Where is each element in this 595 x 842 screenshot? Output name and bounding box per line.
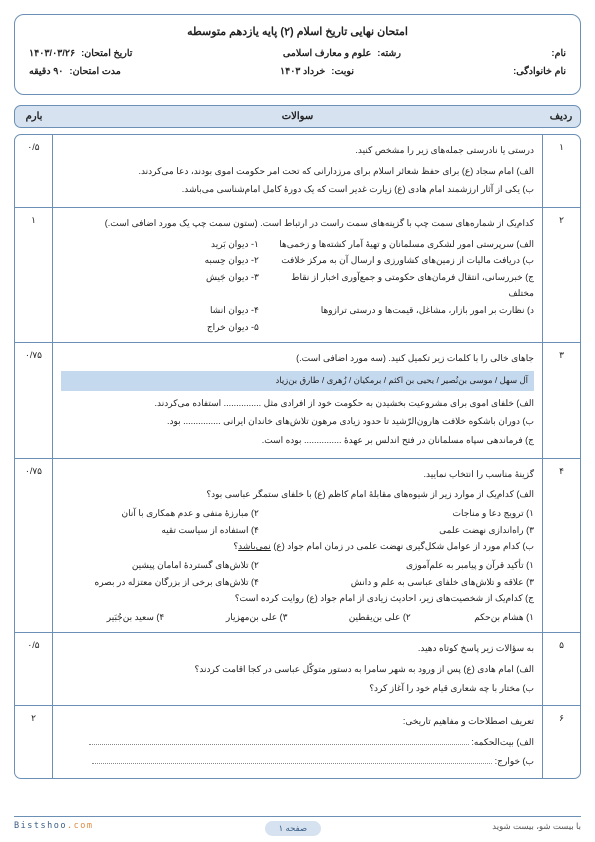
q-score: ۱ — [15, 208, 53, 342]
term-label: نوبت: — [331, 66, 354, 77]
pair-left: ۴- دیوان انشا — [61, 302, 259, 319]
q-body: به سؤالات زیر پاسخ کوتاه دهید. الف) امام… — [53, 633, 542, 705]
table-header: ردیف سوالات بارم — [14, 105, 581, 128]
pair-left: ۳- دیوان جَیش — [61, 269, 259, 302]
question-row: ۲ کدام‌یک از شماره‌های سمت چپ با گزینه‌ه… — [15, 208, 580, 343]
opt: ۳) علی بن‌مهزیار — [184, 609, 287, 626]
header-score: بارم — [15, 111, 53, 122]
q-body: کدام‌یک از شماره‌های سمت چپ با گزینه‌های… — [53, 208, 542, 342]
q-score: ۰/۵ — [15, 135, 53, 207]
q-num: ۶ — [542, 706, 580, 778]
q-main: درستی یا نادرستی جمله‌های زیر را مشخص کن… — [61, 142, 534, 159]
question-row: ۴ گزینهٔ مناسب را انتخاب نمایید. الف) کد… — [15, 459, 580, 634]
info-row-1: نام: رشته: علوم و معارف اسلامی تاریخ امت… — [29, 48, 566, 59]
q-score: ۲ — [15, 706, 53, 778]
duration-label: مدت امتحان: — [69, 66, 120, 77]
q-sub: الف) خلفای اموی برای مشروعیت بخشیدن به ح… — [61, 395, 534, 412]
question-row: ۵ به سؤالات زیر پاسخ کوتاه دهید. الف) ام… — [15, 633, 580, 706]
opt: ۲) تلاش‌های گستردهٔ امامان پیشین — [61, 557, 259, 574]
q-num: ۱ — [542, 135, 580, 207]
question-row: ۳ جاهای خالی را با کلمات زیر تکمیل کنید.… — [15, 343, 580, 458]
opt: ۴) استفاده از سیاست تقیه — [61, 522, 259, 539]
q-score: ۰/۵ — [15, 633, 53, 705]
info-row-2: نام خانوادگی: نوبت: خرداد ۱۴۰۳ مدت امتحا… — [29, 66, 566, 77]
pair-right: الف) سرپرستی امور لشکری مسلمانان و تهیهٔ… — [277, 236, 534, 253]
opt: ۳) راه‌اندازی نهضت علمی — [277, 522, 534, 539]
name-cell: نام: — [551, 48, 566, 59]
pair-right: د) نظارت بر امور بازار، مشاغل، قیمت‌ها و… — [277, 302, 534, 319]
q-main: تعریف اصطلاحات و مفاهیم تاریخی: — [61, 713, 534, 730]
term-value: خرداد ۱۴۰۳ — [280, 66, 325, 77]
question-row: ۶ تعریف اصطلاحات و مفاهیم تاریخی: الف) ب… — [15, 706, 580, 778]
name-label: نام: — [551, 48, 566, 59]
footer-slogan: با بیست شو، بیست شوید — [492, 821, 581, 836]
pair-left: ۵- دیوان خراج — [61, 319, 259, 336]
field-label: رشته: — [377, 48, 401, 59]
q-body: تعریف اصطلاحات و مفاهیم تاریخی: الف) بیت… — [53, 706, 542, 778]
question-row: ۱ درستی یا نادرستی جمله‌های زیر را مشخص … — [15, 135, 580, 208]
q-num: ۳ — [542, 343, 580, 457]
field-value: علوم و معارف اسلامی — [283, 48, 371, 59]
q-main: گزینهٔ مناسب را انتخاب نمایید. — [61, 466, 534, 483]
opt: ۲) مبارزهٔ منفی و عدم همکاری با آنان — [61, 505, 259, 522]
q-score: ۰/۷۵ — [15, 343, 53, 457]
q4a: الف) کدام‌یک از موارد زیر از شیوه‌های مق… — [61, 486, 534, 503]
q4b: ب) کدام مورد از عوامل شکل‌گیری نهضت علمی… — [61, 538, 534, 555]
opt: ۳) علاقه و تلاش‌های خلفای عباسی به علم و… — [277, 574, 534, 591]
exam-header: امتحان نهایی تاریخ اسلام (۲) پایه یازدهم… — [14, 14, 581, 95]
q-sub: ب) خوارج: — [61, 753, 534, 770]
opt: ۱) ترویج دعا و مناجات — [277, 505, 534, 522]
pair-left: ۲- دیوان حِسبه — [61, 252, 259, 269]
header-num: ردیف — [542, 111, 580, 122]
q-sub: الف) امام هادی (ع) پس از ورود به شهر سام… — [61, 661, 534, 678]
word-bank: آل سهل / موسی بن‌نُصیر / یحیی بن اکثم / … — [61, 371, 534, 391]
footer: با بیست شو، بیست شوید صفحه ۱ Bistshoo.co… — [14, 816, 581, 836]
q-sub: الف) امام سجاد (ع) برای حفظ شعائر اسلام … — [61, 163, 534, 180]
opt: ۴) تلاش‌های برخی از بزرگان معتزله در بصر… — [61, 574, 259, 591]
q-body: درستی یا نادرستی جمله‌های زیر را مشخص کن… — [53, 135, 542, 207]
q-body: جاهای خالی را با کلمات زیر تکمیل کنید. (… — [53, 343, 542, 457]
q-num: ۴ — [542, 459, 580, 633]
pair-left: ۱- دیوان بَرید — [61, 236, 259, 253]
q-sub: ب) یکی از آثار ارزشمند امام هادی (ع) زیا… — [61, 181, 534, 198]
pair-right: ب) دریافت مالیات از زمین‌های کشاورزی و ا… — [277, 252, 534, 269]
q-num: ۵ — [542, 633, 580, 705]
q-main: به سؤالات زیر پاسخ کوتاه دهید. — [61, 640, 534, 657]
q-score: ۰/۷۵ — [15, 459, 53, 633]
q4c: ج) کدام‌یک از شخصیت‌های زیر، احادیث زیاد… — [61, 590, 534, 607]
q-body: گزینهٔ مناسب را انتخاب نمایید. الف) کدام… — [53, 459, 542, 633]
q-sub: ب) مختار با چه شعاری قیام خود را آغاز کر… — [61, 680, 534, 697]
term-cell: نوبت: خرداد ۱۴۰۳ — [280, 66, 354, 77]
opt: ۱) هشام بن‌حکم — [431, 609, 534, 626]
brand: Bistshoo.com — [14, 821, 93, 836]
q-sub: الف) بیت‌الحکمه: — [61, 734, 534, 751]
q-main: جاهای خالی را با کلمات زیر تکمیل کنید. (… — [61, 350, 534, 367]
pair-right — [277, 319, 534, 336]
family-label: نام خانوادگی: — [513, 66, 566, 77]
q-main: کدام‌یک از شماره‌های سمت چپ با گزینه‌های… — [61, 215, 534, 232]
family-cell: نام خانوادگی: — [513, 66, 566, 77]
date-label: تاریخ امتحان: — [81, 48, 132, 59]
opt: ۴) سعید بن‌جُبَیر — [61, 609, 164, 626]
q-num: ۲ — [542, 208, 580, 342]
pair-right: ج) خبررسانی، انتقال فرمان‌های حکومتی و ج… — [277, 269, 534, 302]
header-q: سوالات — [53, 111, 542, 122]
field-cell: رشته: علوم و معارف اسلامی — [283, 48, 401, 59]
opt: ۱) تأکید قرآن و پیامبر به علم‌آموزی — [277, 557, 534, 574]
q-sub: ج) فرماندهی سپاه مسلمانان در فتح اندلس ب… — [61, 432, 534, 449]
q-sub: ب) دوران باشکوه خلافت هارون‌الرّشید تا ح… — [61, 413, 534, 430]
date-cell: تاریخ امتحان: ۱۴۰۳/۰۳/۲۶ — [29, 48, 132, 59]
opt: ۲) علی بن‌یقطین — [308, 609, 411, 626]
duration-cell: مدت امتحان: ۹۰ دقیقه — [29, 66, 121, 77]
date-value: ۱۴۰۳/۰۳/۲۶ — [29, 48, 75, 59]
page-number: صفحه ۱ — [265, 821, 322, 836]
exam-title: امتحان نهایی تاریخ اسلام (۲) پایه یازدهم… — [29, 25, 566, 38]
questions-container: ۱ درستی یا نادرستی جمله‌های زیر را مشخص … — [14, 134, 581, 779]
duration-value: ۹۰ دقیقه — [29, 66, 63, 77]
